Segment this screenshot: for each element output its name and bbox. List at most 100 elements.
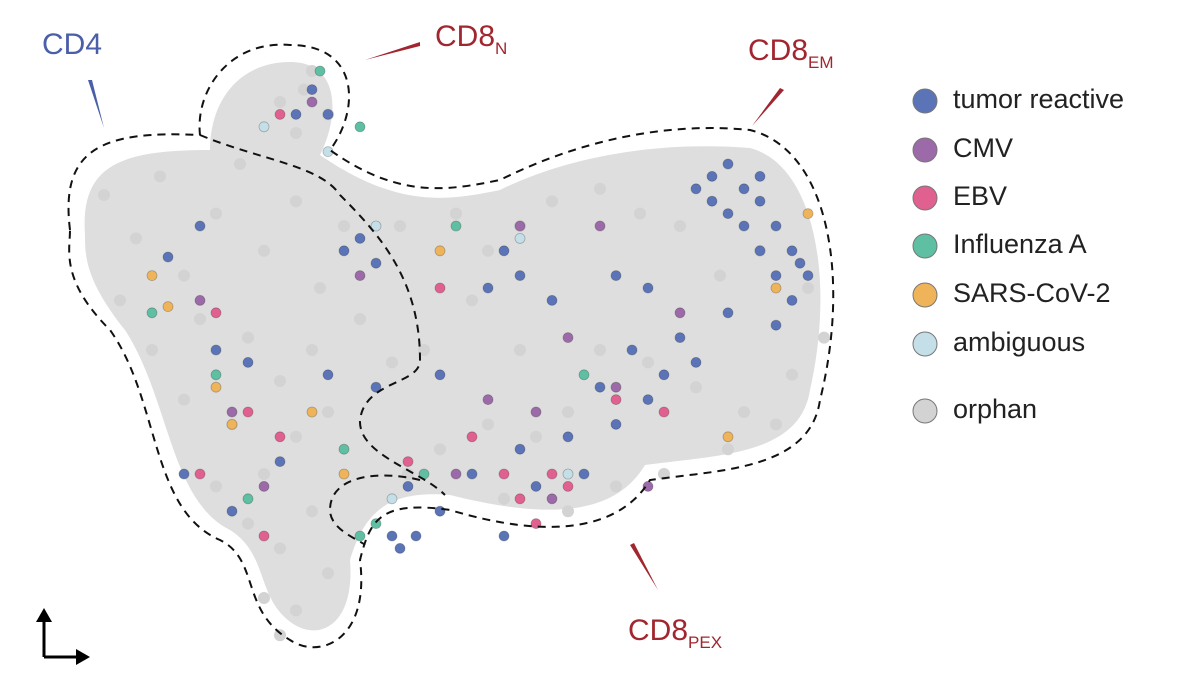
point <box>466 431 478 443</box>
point <box>242 493 254 505</box>
point <box>738 183 750 195</box>
point <box>546 294 558 306</box>
point <box>314 65 326 77</box>
point <box>594 220 606 232</box>
point <box>450 468 462 480</box>
orphan-point <box>770 418 782 431</box>
orphan-point <box>594 344 606 356</box>
point <box>722 431 734 443</box>
orphan-point <box>434 443 446 456</box>
orphan-point <box>634 207 646 220</box>
point <box>402 480 414 492</box>
orphan-point <box>482 244 494 257</box>
point <box>354 121 366 133</box>
pointer <box>365 42 420 60</box>
point <box>722 208 734 220</box>
point <box>770 282 782 294</box>
point <box>498 245 510 257</box>
point <box>338 468 350 480</box>
orphan-point <box>674 220 686 232</box>
orphan-point <box>178 269 190 282</box>
axes-arrows <box>36 608 90 665</box>
point <box>642 282 654 294</box>
legend-label: ambiguous <box>953 327 1085 357</box>
legend-marker <box>912 233 938 259</box>
orphan-point <box>242 517 254 530</box>
orphan-point <box>178 393 190 406</box>
point <box>386 530 398 542</box>
orphan-point <box>258 468 270 480</box>
point <box>562 431 574 443</box>
orphan-point <box>290 604 302 617</box>
legend-label: Influenza A <box>953 229 1087 259</box>
point <box>210 369 222 381</box>
orphan-point <box>594 182 606 195</box>
orphan-point <box>466 294 478 307</box>
point <box>226 418 238 430</box>
cluster-divider <box>199 134 446 496</box>
label-main: CD8 <box>435 20 495 53</box>
legend-label: CMV <box>953 133 1013 163</box>
cluster-label: CD8PEX <box>628 614 722 652</box>
point <box>610 418 622 430</box>
point <box>514 270 526 282</box>
point <box>354 270 366 282</box>
orphan-point <box>114 294 126 307</box>
label-subscript: EM <box>808 53 834 72</box>
point <box>194 468 206 480</box>
cluster-label: CD4 <box>42 28 102 61</box>
point <box>770 319 782 331</box>
point <box>498 468 510 480</box>
legend-label: EBV <box>953 181 1007 211</box>
orphan-point <box>274 96 286 108</box>
point <box>370 220 382 232</box>
point <box>674 332 686 344</box>
cluster-label: CD8N <box>435 20 507 58</box>
orphan-point <box>258 244 270 257</box>
point <box>706 195 718 207</box>
point <box>610 270 622 282</box>
point <box>546 493 558 505</box>
point <box>386 493 398 505</box>
point <box>258 530 270 542</box>
point <box>394 543 406 554</box>
point <box>194 220 206 232</box>
orphan-point <box>130 232 142 245</box>
point <box>402 456 414 468</box>
point <box>306 84 318 95</box>
orphan-point <box>98 189 110 201</box>
point <box>498 530 510 542</box>
orphan-point <box>298 83 310 96</box>
point <box>770 220 782 232</box>
point <box>674 307 686 319</box>
point <box>274 431 286 443</box>
legend-marker <box>912 88 938 114</box>
orphan-point <box>498 492 510 505</box>
point <box>642 394 654 406</box>
orphan-point <box>690 381 702 394</box>
point <box>466 468 478 480</box>
point <box>178 468 190 480</box>
point <box>242 406 254 418</box>
orphan-point <box>394 220 406 232</box>
point <box>434 505 446 517</box>
point <box>754 195 766 207</box>
label-main: CD4 <box>42 28 102 61</box>
pointer <box>752 88 784 126</box>
orphan-point <box>562 406 574 418</box>
orphan-point <box>274 542 286 555</box>
point <box>482 282 494 294</box>
point <box>338 245 350 257</box>
orphan-point <box>530 430 542 443</box>
orphan-point <box>274 629 286 642</box>
orphan-point <box>514 344 526 356</box>
legend-label: tumor reactive <box>953 84 1124 114</box>
point <box>242 356 254 368</box>
point <box>562 480 574 492</box>
point <box>258 480 270 492</box>
point <box>530 406 542 418</box>
point <box>802 270 814 282</box>
legend-marker <box>912 137 938 163</box>
point <box>546 468 558 480</box>
point <box>642 480 654 492</box>
